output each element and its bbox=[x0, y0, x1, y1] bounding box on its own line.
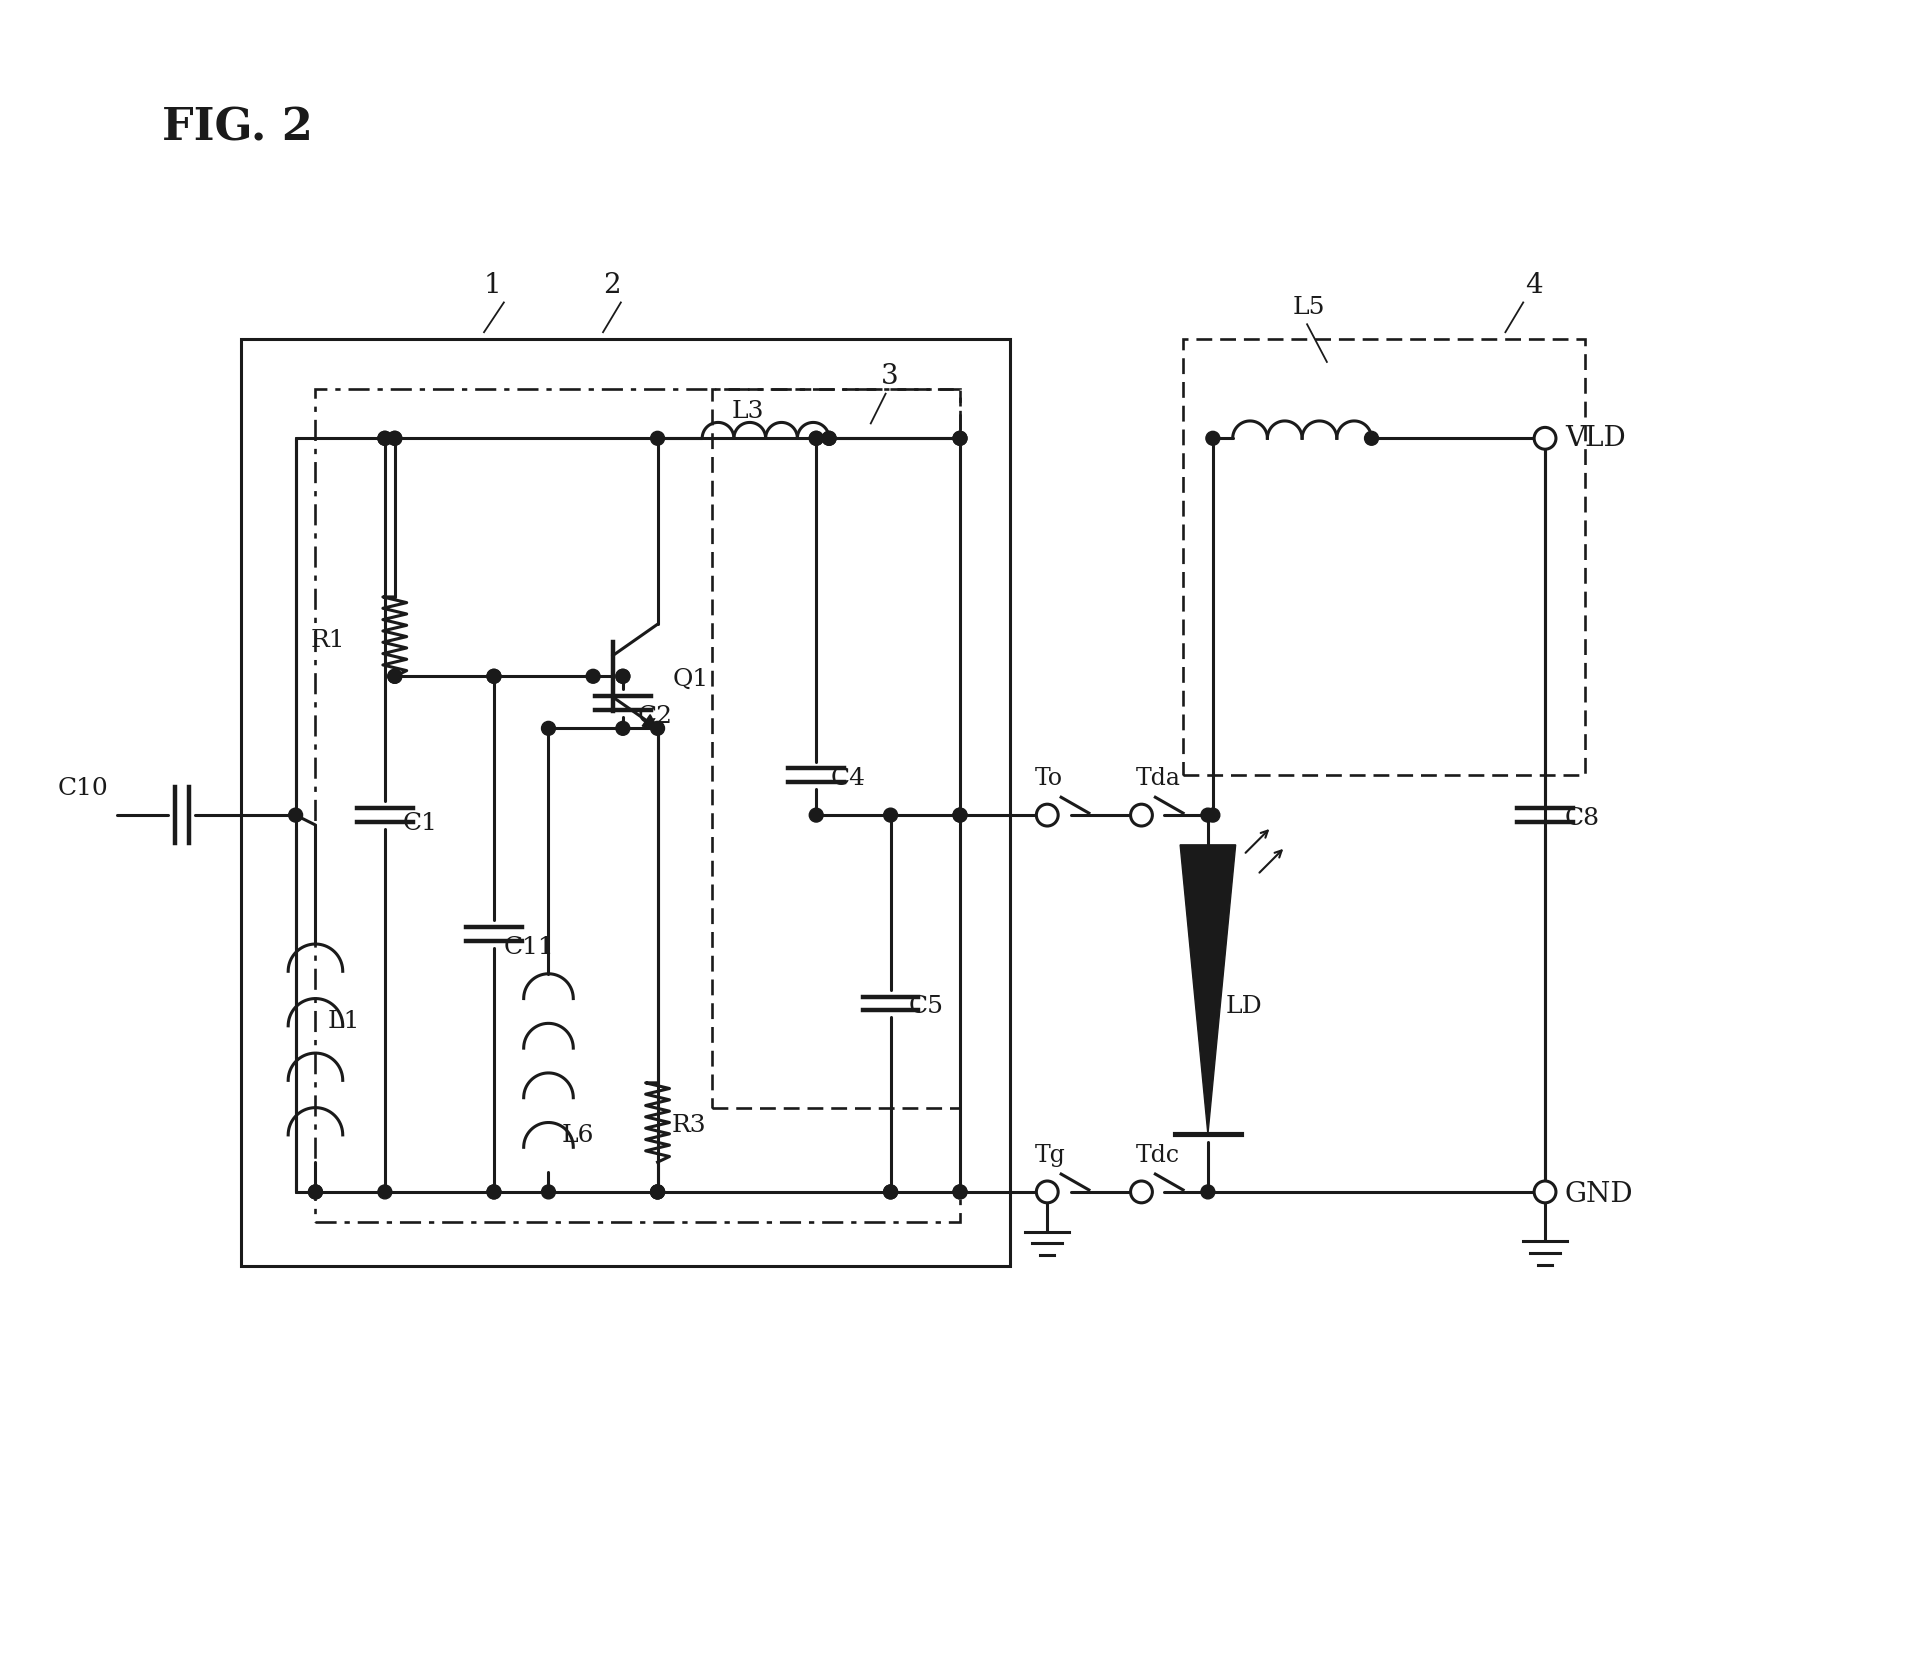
Circle shape bbox=[952, 432, 968, 445]
Circle shape bbox=[808, 432, 824, 445]
Circle shape bbox=[1202, 1185, 1215, 1198]
Text: Q1: Q1 bbox=[672, 669, 708, 692]
Circle shape bbox=[309, 1185, 323, 1198]
Text: 3: 3 bbox=[881, 362, 899, 391]
Circle shape bbox=[822, 432, 835, 445]
Text: C1: C1 bbox=[403, 813, 438, 836]
Circle shape bbox=[388, 669, 401, 684]
Text: FIG. 2: FIG. 2 bbox=[161, 108, 313, 151]
Circle shape bbox=[1202, 808, 1215, 823]
Circle shape bbox=[1037, 804, 1058, 826]
Circle shape bbox=[883, 1185, 897, 1198]
Text: C4: C4 bbox=[831, 768, 866, 791]
Text: 4: 4 bbox=[1524, 271, 1544, 298]
Circle shape bbox=[586, 669, 601, 684]
Circle shape bbox=[541, 1185, 555, 1198]
Text: To: To bbox=[1035, 768, 1062, 791]
Text: L5: L5 bbox=[1292, 296, 1325, 319]
Text: C11: C11 bbox=[503, 937, 555, 958]
Circle shape bbox=[651, 1185, 664, 1198]
Circle shape bbox=[808, 432, 824, 445]
Circle shape bbox=[378, 432, 392, 445]
Polygon shape bbox=[641, 715, 657, 728]
Bar bbox=[315, 389, 960, 1221]
Circle shape bbox=[616, 669, 630, 684]
Circle shape bbox=[1206, 808, 1219, 823]
Circle shape bbox=[952, 808, 968, 823]
Circle shape bbox=[488, 669, 501, 684]
Bar bbox=[242, 339, 1010, 1266]
Text: R1: R1 bbox=[311, 629, 346, 652]
Circle shape bbox=[883, 808, 897, 823]
Text: C8: C8 bbox=[1565, 808, 1599, 831]
Circle shape bbox=[388, 669, 401, 684]
Circle shape bbox=[1131, 804, 1152, 826]
Circle shape bbox=[651, 722, 664, 735]
Circle shape bbox=[651, 432, 664, 445]
Text: R3: R3 bbox=[672, 1114, 707, 1137]
Circle shape bbox=[488, 1185, 501, 1198]
Circle shape bbox=[952, 808, 968, 823]
Circle shape bbox=[388, 432, 401, 445]
Circle shape bbox=[616, 722, 630, 735]
Circle shape bbox=[952, 432, 968, 445]
Circle shape bbox=[651, 1185, 664, 1198]
Circle shape bbox=[952, 1185, 968, 1198]
Circle shape bbox=[1206, 432, 1219, 445]
Circle shape bbox=[651, 1185, 664, 1198]
Text: C2: C2 bbox=[637, 705, 672, 728]
Text: L6: L6 bbox=[561, 1124, 593, 1147]
Circle shape bbox=[808, 808, 824, 823]
Circle shape bbox=[378, 1185, 392, 1198]
Circle shape bbox=[1365, 432, 1379, 445]
Circle shape bbox=[309, 1185, 323, 1198]
Circle shape bbox=[488, 669, 501, 684]
Circle shape bbox=[1037, 1182, 1058, 1203]
Circle shape bbox=[1534, 427, 1555, 449]
Circle shape bbox=[378, 432, 392, 445]
Circle shape bbox=[1534, 1182, 1555, 1203]
Text: C5: C5 bbox=[908, 995, 943, 1018]
Circle shape bbox=[952, 1185, 968, 1198]
Text: L3: L3 bbox=[732, 401, 764, 424]
Circle shape bbox=[1538, 1185, 1551, 1198]
Text: 1: 1 bbox=[484, 271, 501, 298]
Circle shape bbox=[616, 669, 630, 684]
Polygon shape bbox=[1181, 844, 1236, 1134]
Text: L1: L1 bbox=[326, 1010, 359, 1033]
Circle shape bbox=[1131, 1182, 1152, 1203]
Bar bbox=[712, 389, 960, 1107]
Text: 2: 2 bbox=[603, 271, 620, 298]
Text: C10: C10 bbox=[58, 778, 108, 801]
Circle shape bbox=[541, 722, 555, 735]
Text: Tg: Tg bbox=[1035, 1144, 1066, 1167]
Text: LD: LD bbox=[1225, 995, 1263, 1018]
Circle shape bbox=[822, 432, 835, 445]
Text: Tda: Tda bbox=[1135, 768, 1181, 791]
Circle shape bbox=[288, 808, 303, 823]
Circle shape bbox=[388, 432, 401, 445]
Text: Tdc: Tdc bbox=[1135, 1144, 1179, 1167]
Bar bbox=[1183, 339, 1584, 776]
Text: GND: GND bbox=[1565, 1180, 1634, 1208]
Text: VLD: VLD bbox=[1565, 425, 1626, 452]
Circle shape bbox=[883, 1185, 897, 1198]
Circle shape bbox=[488, 1185, 501, 1198]
